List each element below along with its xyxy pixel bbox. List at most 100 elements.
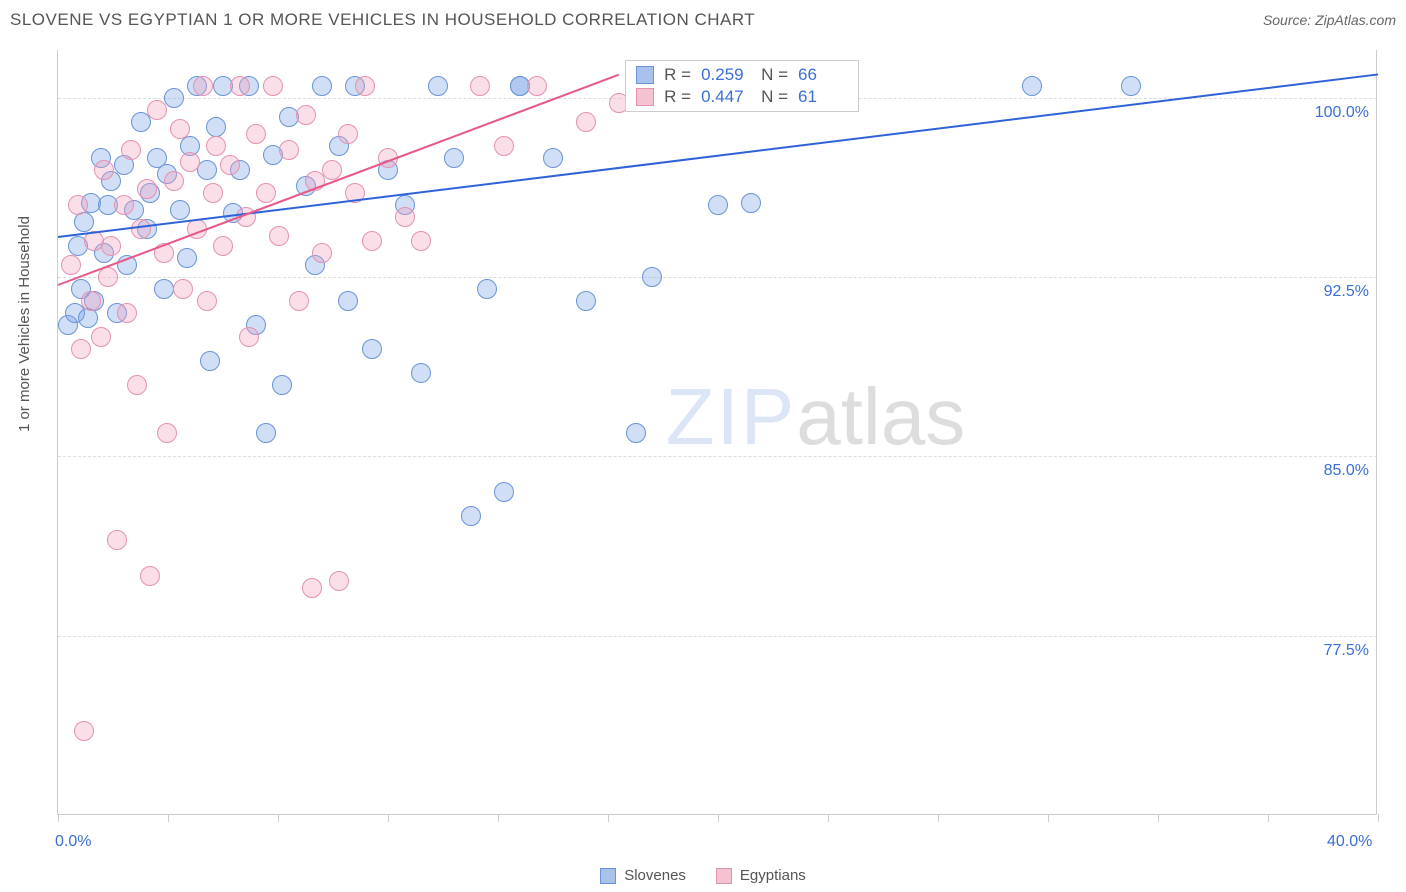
x-tick bbox=[1048, 814, 1049, 822]
scatter-point bbox=[94, 160, 114, 180]
stats-n-label: N = bbox=[761, 65, 788, 85]
scatter-point bbox=[121, 140, 141, 160]
scatter-point bbox=[708, 195, 728, 215]
scatter-point bbox=[239, 327, 259, 347]
scatter-point bbox=[114, 195, 134, 215]
stats-row: R =0.447N =61 bbox=[636, 87, 848, 107]
scatter-point bbox=[206, 117, 226, 137]
stats-row: R = 0.259 N = 66 bbox=[636, 65, 848, 85]
legend-swatch-icon bbox=[716, 868, 732, 884]
scatter-point bbox=[470, 76, 490, 96]
scatter-point bbox=[576, 112, 596, 132]
y-tick-label: 77.5% bbox=[1289, 642, 1369, 660]
scatter-point bbox=[576, 291, 596, 311]
scatter-point bbox=[461, 506, 481, 526]
scatter-point bbox=[428, 76, 448, 96]
chart-title: SLOVENE VS EGYPTIAN 1 OR MORE VEHICLES I… bbox=[10, 10, 755, 30]
scatter-point bbox=[1121, 76, 1141, 96]
scatter-point bbox=[193, 76, 213, 96]
x-tick bbox=[388, 814, 389, 822]
stats-n-value: 66 bbox=[798, 65, 848, 85]
scatter-point bbox=[71, 339, 91, 359]
scatter-point bbox=[180, 152, 200, 172]
scatter-point bbox=[279, 140, 299, 160]
scatter-point bbox=[137, 179, 157, 199]
scatter-point bbox=[173, 279, 193, 299]
scatter-point bbox=[272, 375, 292, 395]
stats-n-label: N = bbox=[761, 87, 788, 107]
legend-bottom: Slovenes Egyptians bbox=[0, 867, 1406, 884]
scatter-point bbox=[117, 303, 137, 323]
scatter-point bbox=[312, 76, 332, 96]
x-tick bbox=[1158, 814, 1159, 822]
series-swatch-icon bbox=[636, 88, 654, 106]
stats-r-value: 0.447 bbox=[701, 87, 751, 107]
scatter-point bbox=[91, 327, 111, 347]
y-tick-label: 85.0% bbox=[1289, 462, 1369, 480]
scatter-point bbox=[164, 171, 184, 191]
scatter-point bbox=[170, 200, 190, 220]
x-tick-label: 40.0% bbox=[1327, 833, 1372, 851]
right-axis-border bbox=[1376, 50, 1377, 814]
scatter-point bbox=[444, 148, 464, 168]
stats-r-value: 0.259 bbox=[701, 65, 751, 85]
y-axis-title: 1 or more Vehicles in Household bbox=[16, 216, 33, 432]
x-tick bbox=[1378, 814, 1379, 822]
series-swatch-icon bbox=[636, 66, 654, 84]
legend-label: Slovenes bbox=[624, 867, 686, 884]
gridline-h bbox=[58, 456, 1377, 457]
scatter-point bbox=[200, 351, 220, 371]
scatter-point bbox=[154, 279, 174, 299]
scatter-point bbox=[230, 76, 250, 96]
scatter-point bbox=[140, 566, 160, 586]
gridline-h bbox=[58, 636, 1377, 637]
chart-header: SLOVENE VS EGYPTIAN 1 OR MORE VEHICLES I… bbox=[10, 10, 1396, 30]
scatter-point bbox=[338, 124, 358, 144]
scatter-point bbox=[296, 105, 316, 125]
scatter-point bbox=[101, 236, 121, 256]
stats-box: R = 0.259 N = 66R = 0.447 N = 61 bbox=[625, 60, 859, 112]
legend-swatch-icon bbox=[600, 868, 616, 884]
scatter-point bbox=[107, 530, 127, 550]
scatter-point bbox=[362, 339, 382, 359]
scatter-point bbox=[477, 279, 497, 299]
gridline-h bbox=[58, 277, 1377, 278]
scatter-point bbox=[81, 291, 101, 311]
scatter-point bbox=[543, 148, 563, 168]
scatter-point bbox=[263, 76, 283, 96]
x-tick bbox=[938, 814, 939, 822]
x-tick bbox=[58, 814, 59, 822]
scatter-point bbox=[411, 363, 431, 383]
scatter-point bbox=[74, 721, 94, 741]
scatter-point bbox=[164, 88, 184, 108]
scatter-point bbox=[338, 291, 358, 311]
x-tick bbox=[278, 814, 279, 822]
scatter-point bbox=[206, 136, 226, 156]
scatter-point bbox=[131, 219, 151, 239]
scatter-point bbox=[312, 243, 332, 263]
x-tick bbox=[608, 814, 609, 822]
scatter-point bbox=[626, 423, 646, 443]
scatter-point bbox=[256, 423, 276, 443]
scatter-point bbox=[1022, 76, 1042, 96]
stats-r-label: R = bbox=[664, 65, 691, 85]
scatter-point bbox=[61, 255, 81, 275]
scatter-point bbox=[269, 226, 289, 246]
x-tick-label: 0.0% bbox=[55, 833, 91, 851]
plot-area: 100.0%92.5%85.0%77.5%R =0.259N =66R =0.4… bbox=[57, 50, 1377, 815]
scatter-point bbox=[147, 100, 167, 120]
scatter-point bbox=[494, 482, 514, 502]
x-tick bbox=[828, 814, 829, 822]
scatter-point bbox=[411, 231, 431, 251]
stats-n-value: 61 bbox=[798, 87, 848, 107]
scatter-point bbox=[302, 578, 322, 598]
x-tick bbox=[718, 814, 719, 822]
legend-label: Egyptians bbox=[740, 867, 806, 884]
x-tick bbox=[498, 814, 499, 822]
scatter-point bbox=[289, 291, 309, 311]
scatter-point bbox=[246, 124, 266, 144]
scatter-point bbox=[157, 423, 177, 443]
scatter-point bbox=[170, 119, 190, 139]
y-tick-label: 92.5% bbox=[1289, 283, 1369, 301]
scatter-point bbox=[362, 231, 382, 251]
